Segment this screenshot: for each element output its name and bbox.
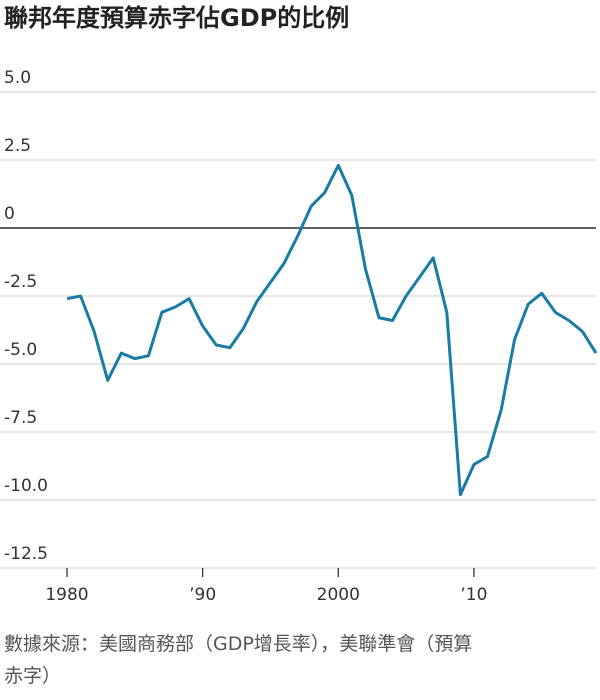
data-line <box>66 163 598 497</box>
chart-title: 聯邦年度預算赤字佔GDP的比例 <box>4 4 349 32</box>
source-note: 數據來源：美國商務部（GDP增長率），美聯準會（預算赤字） <box>4 633 473 687</box>
y-tick-label: 5.0 <box>4 68 31 88</box>
y-tick-label: -10.0 <box>4 476 48 496</box>
y-tick-label: -5.0 <box>4 340 37 360</box>
x-tick-label: 1980 <box>45 585 88 605</box>
y-tick-label: -12.5 <box>4 544 48 564</box>
y-tick-label: -2.5 <box>4 272 37 292</box>
x-tick-label: ’10 <box>460 585 487 605</box>
x-tick-label: ’90 <box>189 585 216 605</box>
y-tick-label: 0 <box>4 204 15 224</box>
x-tick-label: 2000 <box>317 585 360 605</box>
y-tick-label: -7.5 <box>4 408 37 428</box>
y-tick-label: 2.5 <box>4 136 31 156</box>
